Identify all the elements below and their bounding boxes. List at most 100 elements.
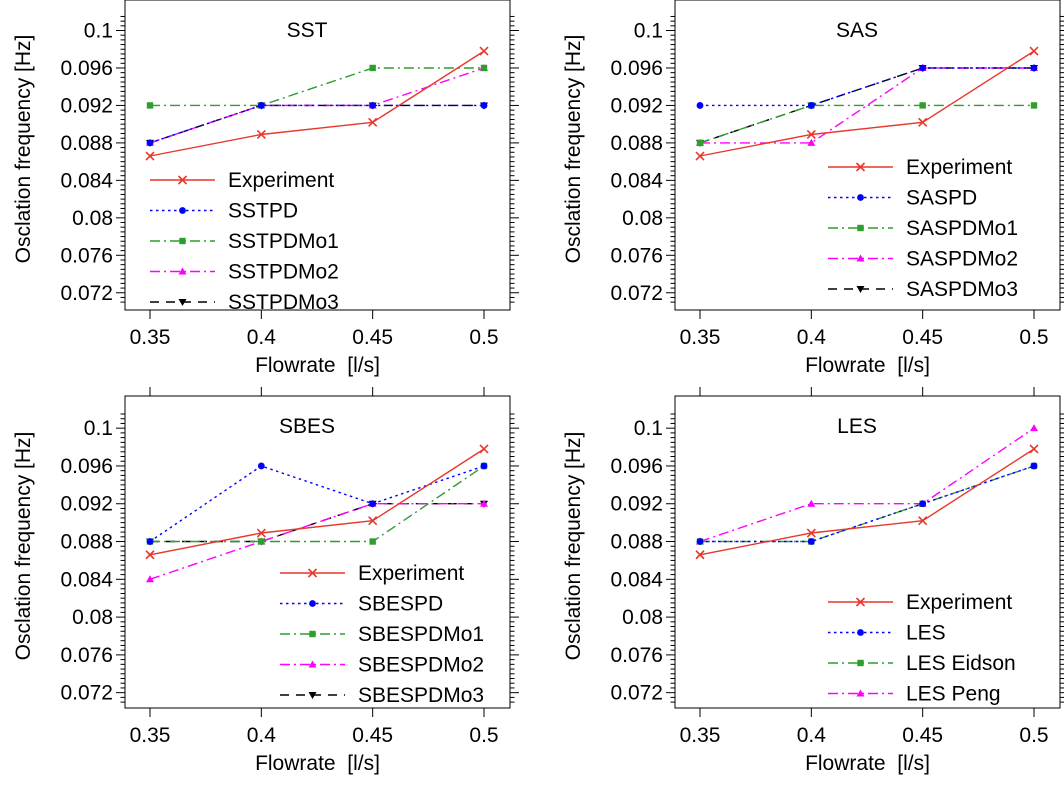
legend-marker: [307, 568, 318, 578]
y-tick-label: 0.096: [60, 57, 113, 80]
y-tick-label: 0.088: [610, 531, 663, 554]
legend-label: SSTPDMo2: [228, 261, 339, 284]
legend-marker: [178, 267, 187, 275]
series-experiment: [695, 46, 1039, 161]
data-point: [695, 550, 705, 560]
data-point: [368, 516, 378, 526]
data-point: [256, 528, 266, 538]
legend-label: SBESPDMo1: [358, 623, 484, 646]
y-tick-label: 0.092: [610, 94, 663, 117]
y-tick-label: 0.072: [60, 282, 113, 305]
y-tick-label: 0.084: [610, 568, 663, 591]
legend-marker: [856, 689, 865, 697]
data-point: [146, 139, 154, 147]
y-tick-label: 0.072: [60, 682, 113, 705]
series-saspd: [696, 64, 1038, 109]
data-point: [257, 462, 265, 470]
series-line: [150, 503, 484, 543]
y-tick-label: 0.1: [84, 417, 113, 440]
data-point: [1030, 64, 1038, 72]
y-tick-label: 0.076: [60, 644, 113, 667]
data-point: [480, 102, 488, 109]
legend: Experiment SBESPD SBESPDMo1 SBESPDMo2 SBESPD…: [280, 562, 484, 707]
x-tick-label: 0.35: [130, 724, 171, 747]
legend-marker: [309, 630, 316, 638]
series-experiment: [695, 444, 1039, 560]
legend-marker: [179, 207, 186, 214]
panel-title: LES: [837, 415, 877, 438]
series-sstpdmo3: [146, 102, 488, 147]
data-point: [480, 64, 488, 72]
x-tick-label: 0.45: [352, 724, 393, 747]
series-line: [699, 448, 1035, 556]
x-tick-label: 0.4: [247, 326, 277, 349]
data-point: [919, 102, 926, 109]
y-axis-label: Osclation frequency [Hz]: [562, 432, 585, 661]
y-tick-label: 0.092: [610, 493, 663, 516]
x-tick-label: 0.35: [680, 724, 721, 747]
x-tick-label: 0.45: [352, 326, 393, 349]
data-point: [807, 102, 815, 109]
plot-frame: [124, 395, 511, 709]
legend-marker: [179, 237, 186, 245]
y-tick-label: 0.08: [72, 606, 113, 629]
x-tick-label: 0.4: [797, 326, 827, 349]
y-tick-label: 0.1: [84, 20, 113, 43]
x-tick-label: 0.4: [797, 724, 827, 747]
y-tick-label: 0.088: [60, 132, 113, 155]
legend-marker: [178, 299, 187, 306]
series-line: [149, 448, 485, 556]
legend-label: SASPDMo2: [906, 248, 1018, 271]
data-point: [146, 575, 154, 583]
series-line: [700, 67, 1034, 107]
series-line: [699, 427, 1035, 543]
x-axis-label: Flowrate [l/s]: [255, 752, 380, 775]
series-sbespdmo3: [146, 500, 488, 546]
data-point: [256, 129, 266, 140]
data-point: [807, 138, 816, 146]
plot-frame: [674, 395, 1061, 709]
series-saspdmo2: [696, 63, 1038, 146]
plot-frame: [674, 0, 1061, 311]
y-axis-label: Osclation frequency [Hz]: [12, 432, 35, 661]
legend-marker: [308, 692, 317, 699]
chart-panel-sst: 0.072 0.076 0.08 0.084 0.088 0.092 0.096 0.1 0.3…: [12, 0, 519, 377]
data-point: [1030, 102, 1038, 109]
data-point: [918, 516, 928, 526]
data-point: [919, 64, 927, 72]
x-axis-label: Flowrate [l/s]: [805, 354, 930, 377]
legend-label: SBESPDMo3: [358, 684, 484, 707]
legend-label: Experiment: [906, 156, 1012, 179]
series-line: [150, 465, 485, 543]
y-axis-label: Osclation frequency [Hz]: [12, 35, 35, 264]
legend-marker: [857, 659, 864, 667]
series-line: [149, 465, 485, 543]
data-point: [695, 151, 705, 161]
data-point: [807, 499, 816, 507]
data-point: [257, 102, 265, 109]
legend-marker: [856, 286, 865, 293]
series-experiment: [145, 444, 489, 560]
data-point: [368, 117, 378, 127]
legend: Experiment SASPD SASPDMo1 SASPDMo2 SASPDMo3: [828, 156, 1018, 301]
y-tick-label: 0.096: [610, 57, 663, 80]
series-line: [149, 104, 484, 144]
legend-label: SASPD: [906, 187, 977, 210]
legend-marker: [857, 629, 864, 636]
data-point: [369, 102, 377, 109]
legend-label: SASPDMo1: [906, 217, 1018, 240]
y-tick-label: 0.096: [610, 455, 663, 478]
y-tick-label: 0.084: [60, 568, 113, 591]
legend-label: SASPDMo3: [906, 278, 1018, 301]
data-point: [145, 151, 155, 161]
series-les-eidson: [696, 462, 1038, 545]
legend-label: LES Peng: [906, 683, 1001, 706]
data-point: [369, 64, 376, 72]
legend-marker: [857, 194, 864, 201]
data-point: [479, 444, 489, 454]
data-point: [480, 462, 488, 470]
y-tick-label: 0.072: [610, 282, 663, 305]
panel-title: SBES: [279, 415, 335, 438]
series-line: [150, 67, 484, 107]
x-axis-label: Flowrate [l/s]: [805, 752, 930, 775]
